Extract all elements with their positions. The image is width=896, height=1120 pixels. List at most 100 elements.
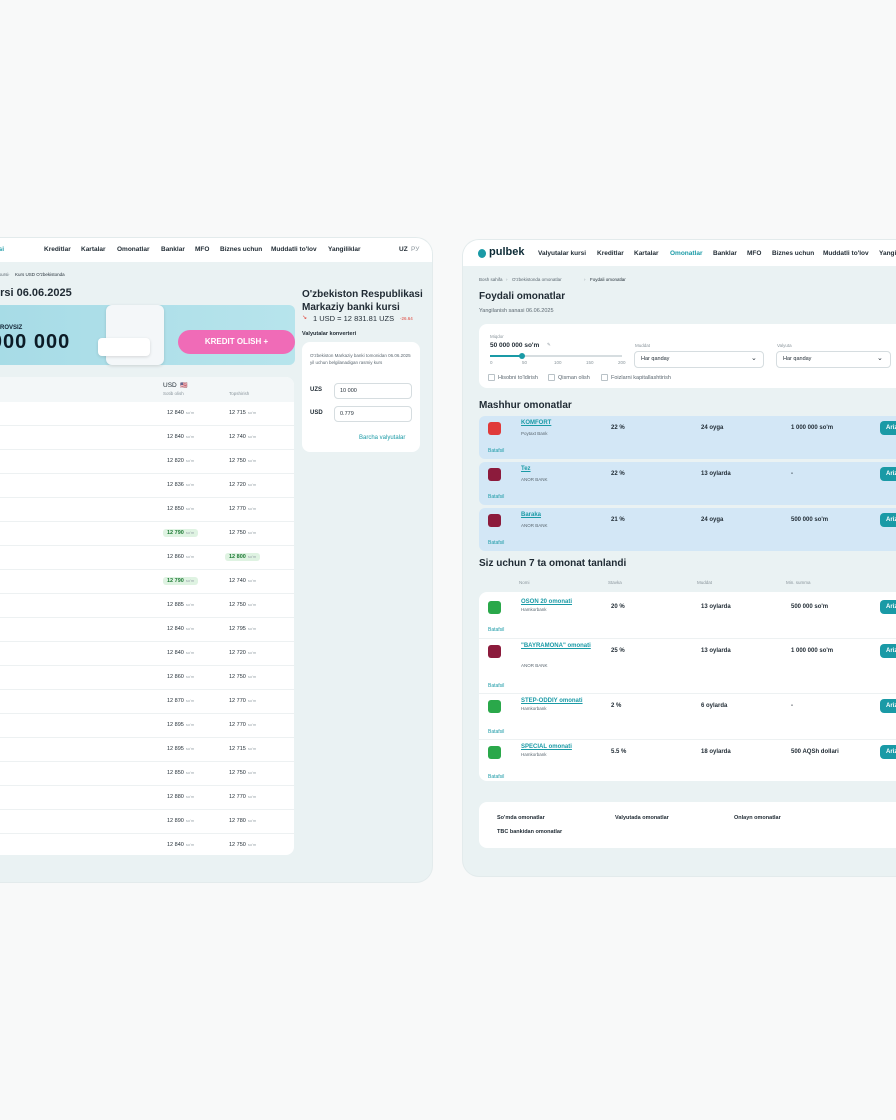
nav-link[interactable]: Kartalar <box>81 246 106 253</box>
rate-cell: 12 895 so'm <box>167 746 194 752</box>
rate-cell: 12 790 so'm <box>163 577 199 585</box>
row-divider <box>0 641 294 642</box>
rate-cell: 12 895 so'm <box>167 722 194 728</box>
term: 24 oyga <box>701 425 724 431</box>
footer-link[interactable]: So'mda omonatlar <box>497 815 545 821</box>
all-currencies-link[interactable]: Barcha valyutalar <box>359 435 406 441</box>
apply-button[interactable]: Ariza <box>880 421 896 435</box>
min-amount: - <box>791 471 793 477</box>
rate-unit: so'm <box>247 770 257 775</box>
details-link[interactable]: Batafsil <box>488 448 505 454</box>
details-link[interactable]: Batafsil <box>488 774 505 780</box>
lang-option[interactable]: РУ <box>411 246 420 253</box>
checkbox-box <box>488 374 495 381</box>
nav-link[interactable]: Yangiliklar <box>328 246 361 253</box>
deposit-name[interactable]: Baraka <box>521 512 542 518</box>
nav-link[interactable]: Banklar <box>161 246 185 253</box>
column-header[interactable]: Topshirish <box>229 391 250 396</box>
details-link[interactable]: Batafsil <box>488 683 505 689</box>
rate-value: 12 840 so'm <box>167 842 195 848</box>
details-link[interactable]: Batafsil <box>488 729 505 735</box>
details-link[interactable]: Batafsil <box>488 494 505 500</box>
breadcrumb-link[interactable]: Bosh sahifa <box>479 277 503 282</box>
nav-link[interactable]: Muddatli to'lov <box>823 250 869 257</box>
apply-button[interactable]: Ariza <box>880 600 896 614</box>
rate-unit: so'm <box>185 506 195 511</box>
rate-cell: 12 720 so'm <box>229 482 256 488</box>
apply-button[interactable]: Ariza <box>880 644 896 658</box>
banner-button[interactable]: KREDIT OLISH + <box>178 330 295 354</box>
amount-input[interactable]: 0.779 <box>334 406 412 422</box>
bank-name: Poytaxt Bank <box>521 431 548 436</box>
footer-link[interactable]: Onlayn omonatlar <box>734 815 781 821</box>
column-header[interactable]: Sotib olish <box>163 391 184 396</box>
details-link[interactable]: Batafsil <box>488 540 505 546</box>
breadcrumb-link[interactable]: O'zbekistonda omonatlar <box>512 277 562 282</box>
rate-cell: 12 795 so'm <box>229 626 256 632</box>
nav-link[interactable]: Omonatlar <box>117 246 150 253</box>
slider-tick: 0 <box>490 360 493 365</box>
nav-link[interactable]: Yangiliklar <box>879 250 896 257</box>
currency-select[interactable]: Har qanday <box>776 351 891 368</box>
nav-link[interactable]: Kreditlar <box>597 250 624 257</box>
checkbox[interactable]: Hisobni to'ldirish <box>488 374 538 381</box>
rate-unit: so'm <box>185 746 195 751</box>
rate: 20 % <box>611 604 625 610</box>
page-title: Foydali omonatlar <box>479 291 566 302</box>
term-select[interactable]: Har qanday <box>634 351 764 368</box>
popular-card: Tez ANOR BANK 22 % 13 oylarda - Ariza Batafsil <box>479 462 896 505</box>
apply-button[interactable]: Ariza <box>880 745 896 759</box>
cb-rate: 1 USD = 12 831.81 UZS <box>313 314 395 323</box>
checkbox-box <box>601 374 608 381</box>
nav-link[interactable]: Kartalar <box>634 250 659 257</box>
row-divider <box>0 737 294 738</box>
column-header[interactable]: Stavka <box>608 580 622 585</box>
footer-link[interactable]: Valyutada omonatlar <box>615 815 669 821</box>
rate-value: 12 750 so'm <box>229 842 257 848</box>
rate-unit: so'm <box>247 458 257 463</box>
nav-link[interactable]: Valyutalar kursi <box>538 250 587 257</box>
min-amount: 500 000 so'm <box>791 604 829 610</box>
deposit-name[interactable]: STEP-ODDIY omonati <box>521 698 583 704</box>
rate-value: 12 790 so'm <box>163 577 199 585</box>
nav-link[interactable]: Omonatlar <box>670 250 703 257</box>
banner-label: GAROVSIZ <box>0 325 23 331</box>
nav-link[interactable]: MFO <box>195 246 210 253</box>
rate-unit: so'm <box>185 818 195 823</box>
rate-unit: so'm <box>185 674 195 679</box>
deposit-name[interactable]: OSON 20 omonati <box>521 599 573 605</box>
row-divider <box>0 497 294 498</box>
nav-link[interactable]: MFO <box>747 250 762 257</box>
nav-link[interactable]: Valyutalar kursi <box>0 246 5 253</box>
details-link[interactable]: Batafsil <box>488 627 505 633</box>
rate-unit: so'm <box>247 746 257 751</box>
checkbox[interactable]: Qisman olish <box>548 374 590 381</box>
column-header: Nomi <box>519 580 530 585</box>
column-header[interactable]: Min. summa <box>786 580 811 585</box>
rate: 25 % <box>611 648 625 654</box>
deposit-name[interactable]: SPECIAL omonati <box>521 744 572 750</box>
amount-input[interactable]: 10 000 <box>334 383 412 399</box>
deposit-name[interactable]: KOMFORT <box>521 420 552 426</box>
breadcrumb-link[interactable]: Valyuta kursi <box>0 272 9 277</box>
deposit-name[interactable]: "BAYRAMONA" omonati <box>521 643 591 649</box>
logo[interactable]: pulbek <box>489 246 525 258</box>
nav-link[interactable]: Banklar <box>713 250 737 257</box>
nav-link[interactable]: Kreditlar <box>44 246 71 253</box>
footer-link[interactable]: TBC bankidan omonatlar <box>497 829 563 835</box>
lang-option[interactable]: UZ <box>399 246 408 253</box>
nav-link[interactable]: Biznes uchun <box>220 246 263 253</box>
column-header[interactable]: Muddat <box>697 580 713 585</box>
rate-unit: so'm <box>185 530 195 535</box>
nav-link[interactable]: Muddatli to'lov <box>271 246 317 253</box>
apply-button[interactable]: Ariza <box>880 699 896 713</box>
slider-tick: 100 <box>554 360 562 365</box>
slider-thumb[interactable] <box>519 353 525 359</box>
apply-button[interactable]: Ariza <box>880 513 896 527</box>
apply-button[interactable]: Ariza <box>880 467 896 481</box>
checkbox[interactable]: Foizlarni kapitallashtirish <box>601 374 671 381</box>
left-screenshot: Valyutalar kursi Kreditlar Kartalar Omonatl… <box>0 238 432 882</box>
rate-unit: so'm <box>247 794 257 799</box>
deposit-name[interactable]: Tez <box>521 466 531 472</box>
nav-link[interactable]: Biznes uchun <box>772 250 815 257</box>
